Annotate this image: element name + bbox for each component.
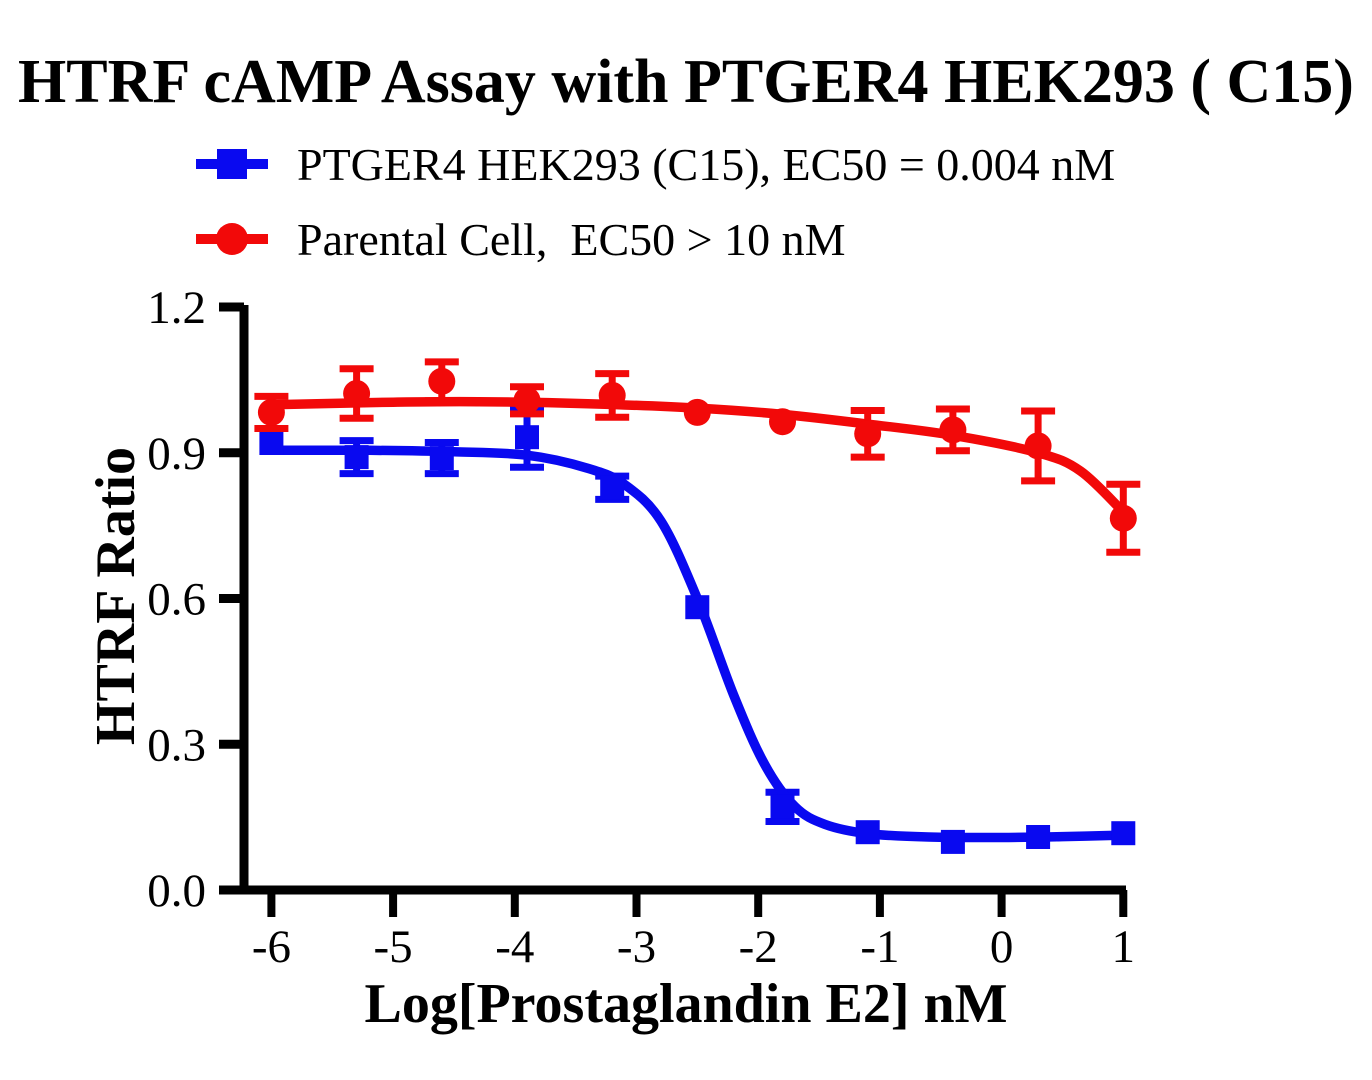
data-point-square (259, 431, 284, 455)
data-point-circle (683, 398, 711, 426)
data-point-square (1026, 825, 1051, 849)
data-point-circle (1024, 432, 1052, 460)
x-tick-label: -2 (739, 921, 778, 973)
legend-circle-red (216, 223, 248, 255)
data-point-circle (1109, 504, 1137, 532)
y-tick-label: 0.0 (147, 865, 206, 917)
fit-curve-series-0 (266, 445, 1129, 843)
data-point-square (855, 820, 880, 845)
data-point-circle (598, 381, 626, 409)
data-point-circle (513, 386, 541, 414)
x-tick-label: 0 (990, 921, 1014, 973)
y-tick-label: 0.3 (147, 719, 206, 771)
x-axis-title: Log[Prostaglandin E2] nM (364, 973, 1008, 1035)
x-tick-label: -3 (617, 921, 656, 973)
legend-label-parental: Parental Cell, EC50 > 10 nM (297, 213, 846, 265)
data-point-circle (343, 380, 371, 407)
data-point-square (940, 829, 965, 854)
data-point-square (600, 475, 625, 500)
data-point-square (685, 595, 710, 620)
data-point-square (770, 794, 795, 819)
x-tick-label: -4 (495, 921, 534, 973)
legend-square-blue (217, 149, 247, 179)
data-point-square (344, 445, 369, 470)
x-tick-label: -6 (252, 921, 291, 973)
data-point-circle (769, 408, 796, 436)
chart-title: HTRF cAMP Assay with PTGER4 HEK293 ( C15… (18, 48, 1354, 116)
y-tick-label: 0.9 (147, 428, 206, 480)
x-tick-label: -5 (374, 921, 413, 973)
x-tick-label: 1 (1112, 921, 1136, 973)
data-point-square (429, 446, 454, 471)
y-tick-label: 0.6 (147, 574, 206, 626)
legend: PTGER4 HEK293 (C15), EC50 = 0.004 nM Par… (193, 138, 1115, 265)
y-tick-label: 1.2 (147, 282, 206, 334)
data-point-circle (257, 398, 285, 426)
data-point-circle (939, 416, 967, 444)
data-point-circle (854, 420, 882, 448)
data-point-square (1111, 821, 1136, 846)
axis-frame (239, 305, 1126, 895)
legend-item-ptger4: PTGER4 HEK293 (C15), EC50 = 0.004 nM (193, 138, 1115, 190)
legend-item-parental: Parental Cell, EC50 > 10 nM (193, 213, 1115, 265)
data-point-square (515, 425, 539, 450)
data-point-circle (428, 367, 456, 395)
legend-label-ptger4: PTGER4 HEK293 (C15), EC50 = 0.004 nM (297, 138, 1116, 190)
legend-circle-marker-icon (196, 223, 268, 255)
x-tick-label: -1 (860, 921, 899, 973)
legend-square-marker-icon (196, 149, 268, 179)
